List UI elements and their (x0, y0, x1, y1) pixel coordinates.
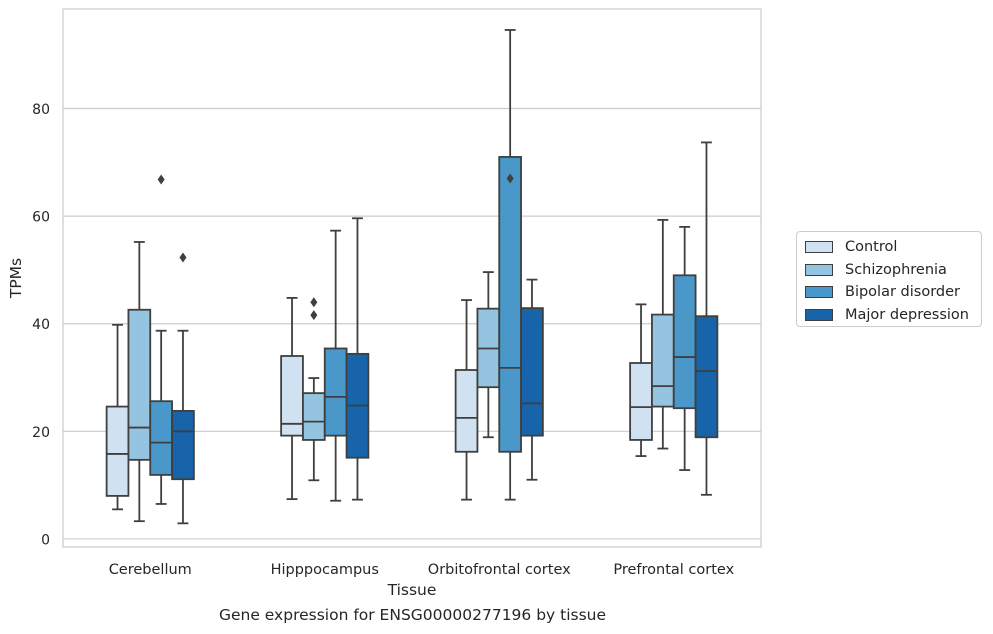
box-major-depression-0 (171, 252, 195, 525)
box-body (651, 313, 675, 408)
x-tick-labels: Cerebellum Hipppocampus Orbitofrontal cort… (109, 562, 735, 578)
box-control-1 (280, 297, 304, 501)
box-bipolar-disorder-0 (149, 174, 173, 505)
box-body (302, 392, 326, 441)
box-body (171, 409, 195, 481)
x-tick-label: Orbitofrontal cortex (428, 562, 571, 578)
x-tick-label: Prefrontal cortex (613, 562, 734, 578)
box-body (323, 347, 348, 437)
box-body (498, 156, 522, 453)
box-schizophrenia-0 (127, 241, 152, 523)
outlier-point (179, 252, 187, 263)
box-control-2 (454, 299, 479, 501)
box-body (694, 315, 719, 439)
legend: Control Schizophrenia Bipolar disorder Majo… (796, 231, 982, 327)
figure-caption: Gene expression for ENSG00000277196 by t… (218, 606, 607, 624)
legend-swatch (805, 308, 833, 321)
y-tick-labels: 0 20 40 60 80 (32, 102, 50, 548)
legend-item: Control (805, 236, 981, 259)
x-tick-label: Hipppocampus (271, 562, 379, 578)
legend-label: Bipolar disorder (845, 284, 960, 301)
box-body (629, 362, 653, 441)
outlier-point (310, 310, 318, 321)
box-bipolar-disorder-2 (498, 29, 522, 501)
legend-label: Control (845, 239, 898, 256)
y-tick-label: 60 (32, 210, 50, 226)
legend-label: Schizophrenia (845, 261, 947, 278)
box-bipolar-disorder-1 (323, 229, 348, 502)
box-body (672, 274, 697, 410)
legend-label: Major depression (845, 306, 969, 323)
legend-item: Schizophrenia (805, 259, 981, 282)
box-major-depression-2 (520, 278, 544, 481)
box-bipolar-disorder-3 (672, 225, 697, 471)
x-axis-label: Tissue (387, 581, 437, 599)
legend-swatch (805, 286, 833, 299)
box-schizophrenia-2 (476, 271, 501, 439)
legend-item: Major depression (805, 304, 981, 327)
box-schizophrenia-1 (302, 297, 326, 482)
box-body (149, 400, 173, 476)
y-axis-label: TPMs (7, 258, 25, 299)
box-schizophrenia-3 (651, 218, 675, 450)
outlier-point (157, 174, 165, 185)
plot-frame (62, 8, 762, 548)
box-control-3 (629, 303, 653, 457)
box-body (127, 308, 152, 461)
y-tick-label: 40 (32, 317, 50, 333)
outlier-point (506, 173, 514, 184)
y-tick-label: 20 (32, 425, 50, 441)
box-body (454, 369, 479, 453)
x-tick-label: Cerebellum (109, 562, 192, 578)
y-tick-label: 80 (32, 102, 50, 118)
outlier-point (310, 297, 318, 308)
box-major-depression-3 (694, 141, 719, 496)
box-layer (105, 29, 719, 525)
box-body (520, 307, 544, 437)
box-major-depression-1 (345, 217, 370, 501)
box-control-0 (105, 323, 130, 511)
legend-swatch (805, 241, 833, 254)
y-tick-label: 0 (41, 532, 50, 548)
legend-item: Bipolar disorder (805, 281, 981, 304)
box-body (105, 405, 130, 497)
legend-swatch (805, 263, 833, 276)
